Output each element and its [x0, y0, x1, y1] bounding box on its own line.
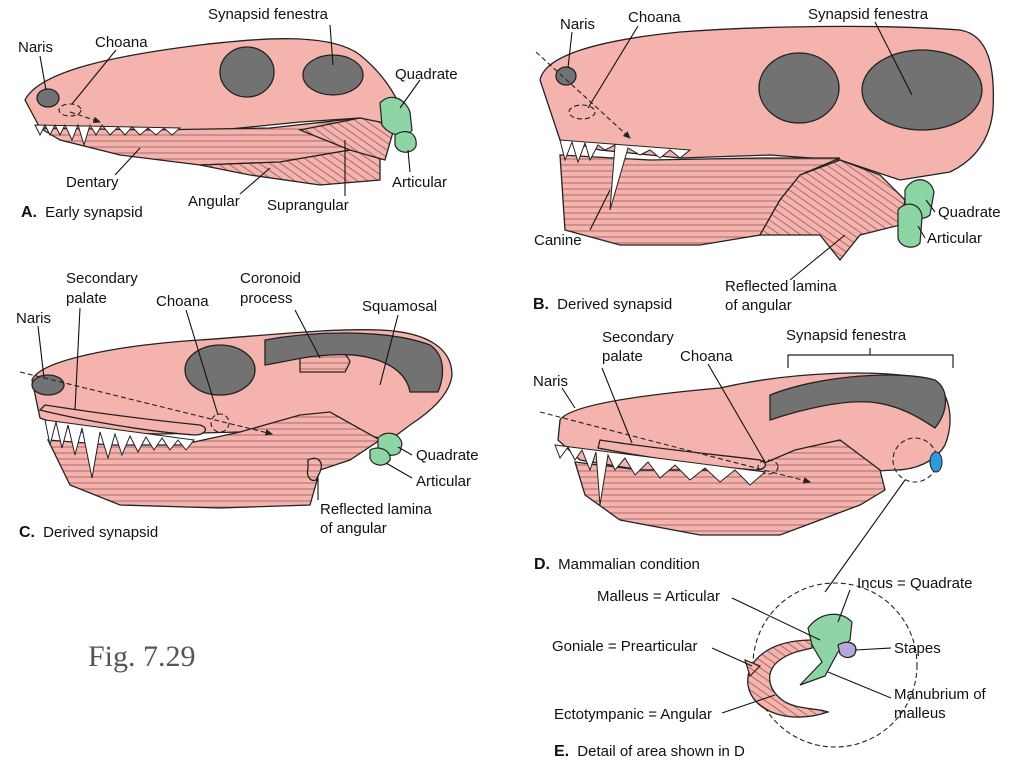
label-d-choana: Choana [680, 348, 733, 365]
label-a-surangular: Suprangular [267, 197, 349, 214]
panel-e-stapes [837, 641, 857, 659]
caption-d: D. Mammalian condition [534, 556, 700, 573]
panel-d-ear-blue [929, 451, 943, 473]
label-c-articular: Articular [416, 473, 471, 490]
label-e-incus: Incus = Quadrate [857, 575, 973, 592]
panel-a-angular [199, 139, 381, 186]
label-c-choana: Choana [156, 293, 209, 310]
panel-c-teeth [44, 419, 195, 479]
panel-a-fenestra-2 [302, 54, 364, 96]
figure-label: Fig. 7.29 [88, 640, 196, 673]
label-e-malleus: Malleus = Articular [597, 588, 720, 605]
label-b-synapsid-fenestra: Synapsid fenestra [808, 6, 929, 23]
panel-a-surangular [297, 117, 396, 161]
panel-b-teeth [559, 139, 692, 211]
label-c-naris: Naris [16, 310, 51, 327]
panel-a-teeth [34, 123, 182, 147]
panel-d-airflow-arrow [539, 411, 812, 484]
label-b-canine: Canine [534, 232, 582, 249]
panel-a: Synapsid fenestra Naris Choana Quadrate … [18, 6, 458, 221]
panel-c-orbit [184, 344, 256, 396]
label-a-articular: Articular [392, 174, 447, 191]
panel-a-choana [58, 103, 82, 117]
panel-c-secondary-palate [38, 404, 207, 436]
caption-c: C. Derived synapsid [19, 524, 158, 541]
panel-a-articular [394, 131, 417, 153]
label-b-reflected-lamina-2: of angular [725, 297, 792, 314]
panel-c: Secondary palate Naris Choana Coronoid p… [16, 270, 479, 541]
panel-d-choana [757, 459, 779, 475]
panel-a-fenestra-1 [219, 46, 275, 98]
label-a-quadrate: Quadrate [395, 66, 458, 83]
label-d-secondary-palate-2: palate [602, 348, 643, 365]
panel-b-articular [897, 203, 923, 248]
panel-c-reflected-lamina [306, 457, 322, 482]
panel-e-malleus-incus [799, 613, 853, 686]
panel-b: Naris Choana Synapsid fenestra Canine Qu… [533, 6, 1001, 314]
panel-b-fenestra-1 [758, 52, 840, 124]
label-c-coronoid-2: process [240, 290, 293, 307]
label-a-dentary: Dentary [66, 174, 119, 191]
label-b-quadrate: Quadrate [938, 204, 1001, 221]
panel-c-airflow-arrow [19, 371, 274, 436]
panel-b-airflow-arrow [535, 51, 631, 139]
panel-b-naris [555, 66, 577, 86]
panel-e-detail-circle [752, 582, 918, 748]
label-b-reflected-lamina-1: Reflected lamina [725, 278, 837, 295]
panel-c-squamosal [264, 332, 444, 393]
label-e-manubrium-2: malleus [894, 705, 946, 722]
label-c-reflected-lamina-1: Reflected lamina [320, 501, 432, 518]
label-c-reflected-lamina-2: of angular [320, 520, 387, 537]
label-c-coronoid-1: Coronoid [240, 270, 301, 287]
caption-e: E. Detail of area shown in D [554, 743, 745, 760]
label-c-secondary-palate-1: Secondary [66, 270, 138, 287]
panel-a-quadrate [379, 96, 413, 136]
panel-d-fenestra-bracket [787, 348, 954, 368]
label-a-naris: Naris [18, 39, 53, 56]
panel-b-choana [568, 104, 596, 120]
panel-b-fenestra-2 [861, 49, 983, 131]
panel-c-choana [210, 413, 230, 433]
label-e-stapes: Stapes [894, 640, 941, 657]
label-b-articular: Articular [927, 230, 982, 247]
label-a-angular: Angular [188, 193, 240, 210]
label-d-synapsid-fenestra: Synapsid fenestra [786, 327, 907, 344]
panel-a-naris [36, 88, 60, 108]
label-a-choana: Choana [95, 34, 148, 51]
panel-d-fenestra [769, 374, 947, 429]
panel-a-airflow-arrow [69, 111, 102, 124]
panel-d-teeth [554, 444, 767, 506]
caption-b: B. Derived synapsid [533, 296, 672, 313]
panel-d: Secondary palate Choana Synapsid fenestr… [533, 327, 954, 593]
panel-c-articular [369, 447, 391, 466]
caption-a: A. Early synapsid [21, 204, 143, 221]
label-c-quadrate: Quadrate [416, 447, 479, 464]
label-e-manubrium-1: Manubrium of [894, 686, 987, 703]
label-b-choana: Choana [628, 9, 681, 26]
panel-c-naris [31, 374, 65, 396]
panel-e: Incus = Quadrate Malleus = Articular Gon… [552, 575, 987, 760]
label-c-squamosal: Squamosal [362, 298, 437, 315]
label-d-secondary-palate-1: Secondary [602, 329, 674, 346]
label-c-secondary-palate-2: palate [66, 290, 107, 307]
label-b-naris: Naris [560, 16, 595, 33]
label-e-ectotympanic: Ectotympanic = Angular [554, 706, 712, 723]
label-d-naris: Naris [533, 373, 568, 390]
label-e-goniale: Goniale = Prearticular [552, 638, 698, 655]
label-a-synapsid-fenestra: Synapsid fenestra [208, 6, 329, 23]
